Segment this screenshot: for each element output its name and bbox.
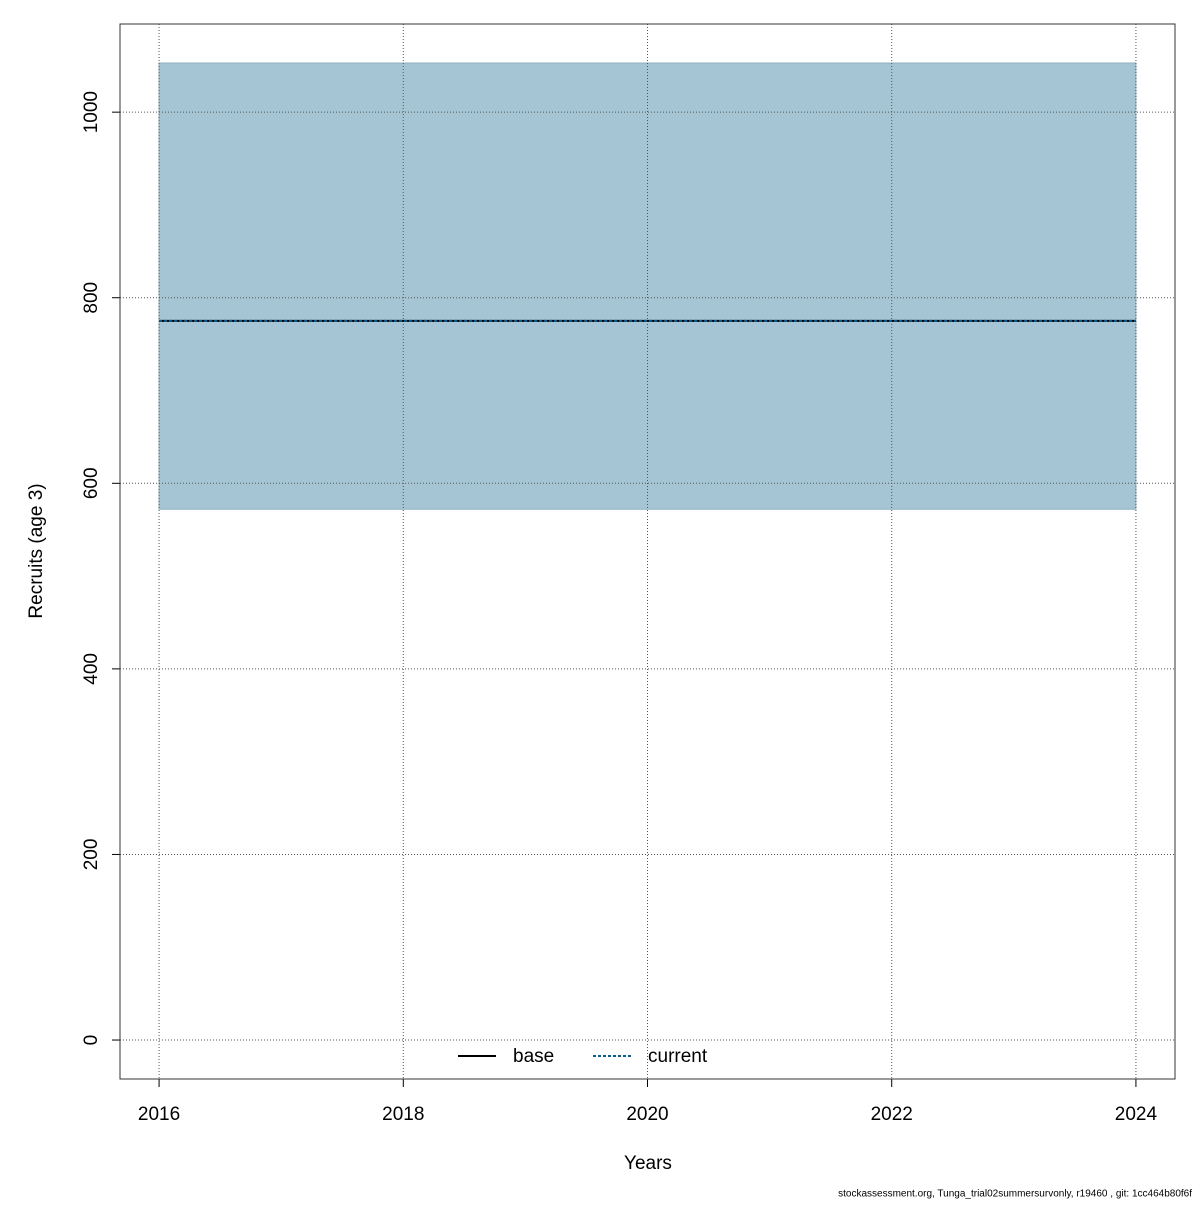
legend-label: current [648, 1046, 708, 1067]
x-tick-label: 2016 [138, 1104, 180, 1125]
x-tick-label: 2022 [871, 1104, 913, 1125]
y-tick-label: 600 [81, 467, 102, 499]
x-tick-label: 2024 [1115, 1104, 1158, 1125]
x-axis-label: Years [624, 1153, 672, 1174]
y-tick-label: 400 [81, 653, 102, 685]
x-tick-label: 2020 [626, 1104, 668, 1125]
legend-label: base [513, 1046, 554, 1067]
footnote: stockassessment.org, Tunga_trial02summer… [838, 1189, 1192, 1200]
y-tick-label: 200 [81, 839, 102, 871]
y-tick-label: 1000 [81, 91, 102, 133]
y-tick-label: 800 [81, 282, 102, 314]
y-axis-label: Recruits (age 3) [26, 483, 47, 618]
x-tick-label: 2018 [382, 1104, 424, 1125]
plot-frame [119, 23, 1176, 1080]
y-tick-label: 0 [81, 1035, 102, 1046]
